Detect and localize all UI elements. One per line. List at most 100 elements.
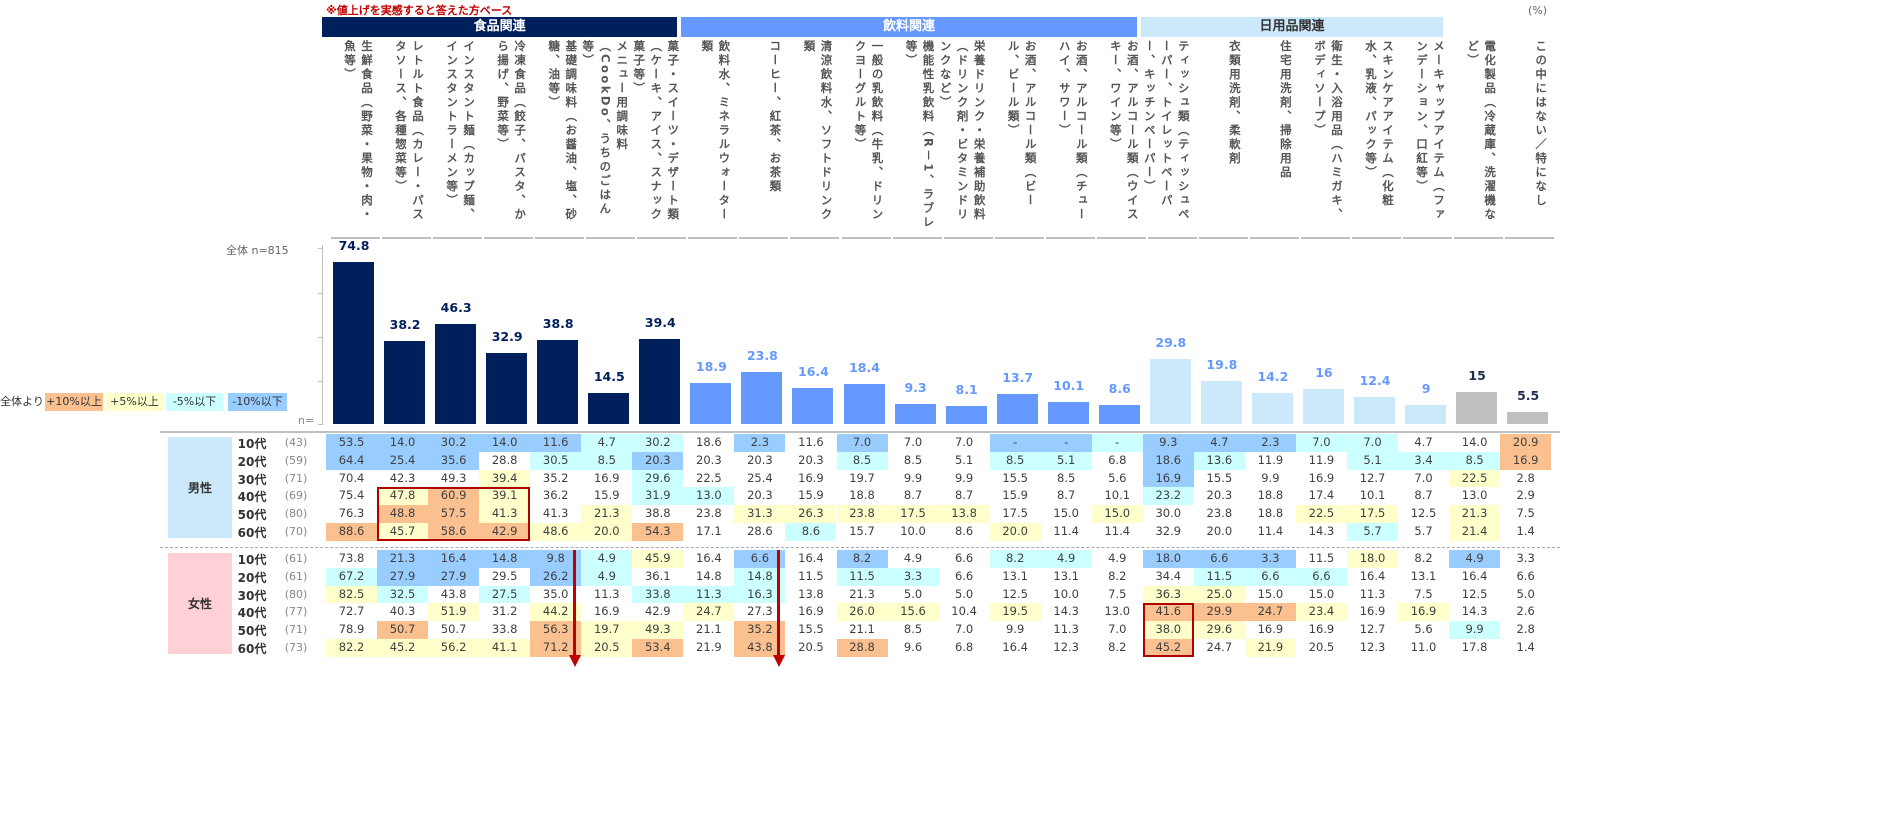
age-label: 50代 xyxy=(237,508,267,523)
table-cell: 78.9 xyxy=(338,622,365,637)
bar xyxy=(1200,381,1242,424)
category-label: お酒、アルコール類（チューハイ、サワー） xyxy=(1057,40,1089,222)
table-cell: 6.6 xyxy=(1193,550,1245,568)
table-cell: 17.5 xyxy=(1347,505,1398,523)
table-cell: 23.2 xyxy=(1142,487,1194,506)
bar xyxy=(588,392,630,424)
table-cell: 36.3 xyxy=(1142,585,1194,604)
table-cell: 41.3 xyxy=(542,506,569,521)
table-cell: 7.0 xyxy=(1414,470,1433,485)
table-cell: 53.4 xyxy=(632,639,684,657)
age-label: 50代 xyxy=(237,624,267,639)
category-underline xyxy=(1300,237,1350,239)
table-cell: 60.9 xyxy=(428,487,480,506)
table-cell: 18.0 xyxy=(1347,550,1398,568)
table-cell: 8.7 xyxy=(1414,488,1433,503)
table-cell: 32.5 xyxy=(377,585,429,604)
table-cell: 35.0 xyxy=(542,586,569,601)
table-cell: 13.8 xyxy=(938,505,990,523)
table-cell: 18.6 xyxy=(696,435,722,449)
table-cell: 14.0 xyxy=(479,434,531,452)
trend-arrow xyxy=(777,550,781,655)
table-cell: 8.5 xyxy=(1449,451,1501,470)
table-cell: 15.5 xyxy=(798,622,824,637)
table-cell: 10.0 xyxy=(900,524,926,538)
category-label: 飲料水、ミネラルウォーター類 xyxy=(700,40,732,222)
table-cell: 11.3 xyxy=(683,585,735,604)
table-cell: - xyxy=(1091,434,1143,452)
table-cell: 23.4 xyxy=(1295,603,1347,622)
category-label: コーヒー、紅茶、お茶類 xyxy=(768,40,783,194)
bar xyxy=(639,338,681,424)
bar xyxy=(537,339,579,424)
table-cell: 30.0 xyxy=(1155,506,1182,521)
table-cell: 2.6 xyxy=(1516,604,1535,619)
category-underline xyxy=(790,237,840,239)
table-cell: 31.3 xyxy=(734,505,786,523)
table-cell: 4.9 xyxy=(1040,550,1092,568)
table-cell: 16.4 xyxy=(1002,640,1028,654)
table-cell: 4.7 xyxy=(581,434,633,452)
table-cell: 16.9 xyxy=(1359,604,1386,619)
table-cell: 11.6 xyxy=(798,435,824,449)
table-cell: 67.2 xyxy=(326,567,377,586)
table-cell: 2.9 xyxy=(1516,488,1535,503)
bar xyxy=(1149,359,1191,424)
bar-value-label: 9.3 xyxy=(904,379,927,395)
bar xyxy=(1251,393,1293,424)
table-cell: 8.5 xyxy=(1057,470,1076,485)
table-cell: 41.3 xyxy=(479,505,531,523)
bar-value-label: 18.4 xyxy=(849,360,880,376)
table-cell: 9.9 xyxy=(903,470,923,485)
table-cell: 18.8 xyxy=(849,488,875,503)
table-cell: 12.7 xyxy=(1359,470,1386,485)
table-cell: 8.6 xyxy=(954,524,974,538)
sample-size: (73) xyxy=(284,641,308,654)
table-cell: 38.0 xyxy=(1142,621,1194,639)
sample-size: (71) xyxy=(284,471,308,485)
table-cell: 13.8 xyxy=(798,586,824,601)
table-cell: 7.5 xyxy=(1108,586,1127,601)
table-cell: 12.5 xyxy=(1410,506,1437,521)
table-cell: 23.8 xyxy=(1206,506,1233,521)
bar-value-label: 39.4 xyxy=(644,314,676,330)
table-cell: 3.3 xyxy=(1516,551,1535,565)
group-divider xyxy=(160,547,1560,548)
group-header-1: 飲料関連 xyxy=(681,17,1137,37)
table-cell: 20.5 xyxy=(798,640,824,654)
category-underline xyxy=(484,237,534,239)
bar xyxy=(843,384,885,424)
table-cell: 36.2 xyxy=(542,488,569,503)
legend-minus5: -5%以下 xyxy=(166,393,223,411)
table-cell: 26.3 xyxy=(785,505,837,523)
table-cell: 9.8 xyxy=(530,550,582,568)
table-cell: 16.4 xyxy=(696,551,722,565)
table-cell: 33.8 xyxy=(491,622,518,637)
table-cell: 15.9 xyxy=(798,488,824,503)
table-cell: 4.9 xyxy=(1108,551,1127,565)
table-cell: 25.4 xyxy=(747,470,773,485)
table-cell: 35.2 xyxy=(542,470,569,485)
table-cell: 4.7 xyxy=(1414,435,1433,449)
table-cell: 13.1 xyxy=(1410,568,1437,583)
table-cell: 9.3 xyxy=(1142,434,1194,452)
table-cell: 15.5 xyxy=(1002,470,1028,485)
table-cell: 14.8 xyxy=(734,567,786,586)
table-cell: 48.6 xyxy=(530,523,582,541)
y-tick xyxy=(318,424,322,425)
table-cell: 21.3 xyxy=(1449,505,1501,523)
table-cell: 1.4 xyxy=(1516,640,1535,654)
category-label: 冷凍食品（餃子、パスタ、から揚げ、野菜等） xyxy=(496,40,528,222)
bar-value-label: 32.9 xyxy=(491,328,523,344)
age-label: 30代 xyxy=(237,588,267,603)
table-cell: 26.2 xyxy=(530,567,582,586)
sample-size: (59) xyxy=(284,453,308,467)
table-cell: 18.8 xyxy=(1257,506,1284,521)
table-cell: 6.6 xyxy=(734,550,786,568)
n-label: n= xyxy=(298,414,315,427)
table-cell: 42.9 xyxy=(644,604,671,619)
table-cell: 7.0 xyxy=(954,622,974,637)
table-cell: 20.9 xyxy=(1500,434,1552,452)
category-underline xyxy=(892,237,942,239)
